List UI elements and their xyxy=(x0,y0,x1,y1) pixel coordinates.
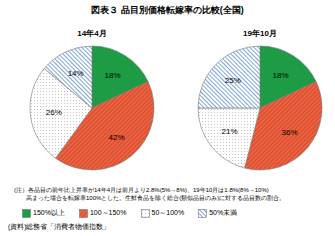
svg-text:14%: 14% xyxy=(68,69,84,78)
html-text:100～150%: 100～150% xyxy=(89,209,127,216)
html-text:14年4月: 14年4月 xyxy=(77,29,107,38)
html-text:高まった場合を転嫁率100%とした。生鮮食品を除く総合(類似: 高まった場合を転嫁率100%とした。生鮮食品を除く総合(類似品目のみ)に対する品… xyxy=(26,195,286,201)
html-text:(注）各品目の前年比上昇率が14年4月は前月より2.8%(5: (注）各品目の前年比上昇率が14年4月は前月より2.8%(5%→8%)、19年1… xyxy=(14,187,269,193)
svg-text:21%: 21% xyxy=(222,127,238,136)
svg-text:18%: 18% xyxy=(273,71,289,80)
svg-text:26%: 26% xyxy=(46,108,62,117)
html-text:150%以上: 150%以上 xyxy=(33,209,65,216)
html-text:50～100%: 50～100% xyxy=(151,209,185,216)
html-text:50%未満: 50%未満 xyxy=(209,209,238,216)
html-text:19年10月: 19年10月 xyxy=(243,29,277,38)
html-text:(資料)総務省「消費者物価指数」: (資料)総務省「消費者物価指数」 xyxy=(8,223,111,230)
svg-text:25%: 25% xyxy=(225,76,241,85)
svg-text:42%: 42% xyxy=(108,133,124,142)
html-text:図表３ 品目別価格転嫁率の比較(全国): 図表３ 品目別価格転嫁率の比較(全国) xyxy=(91,5,244,15)
svg-text:18%: 18% xyxy=(105,71,121,80)
svg-text:36%: 36% xyxy=(282,128,298,137)
